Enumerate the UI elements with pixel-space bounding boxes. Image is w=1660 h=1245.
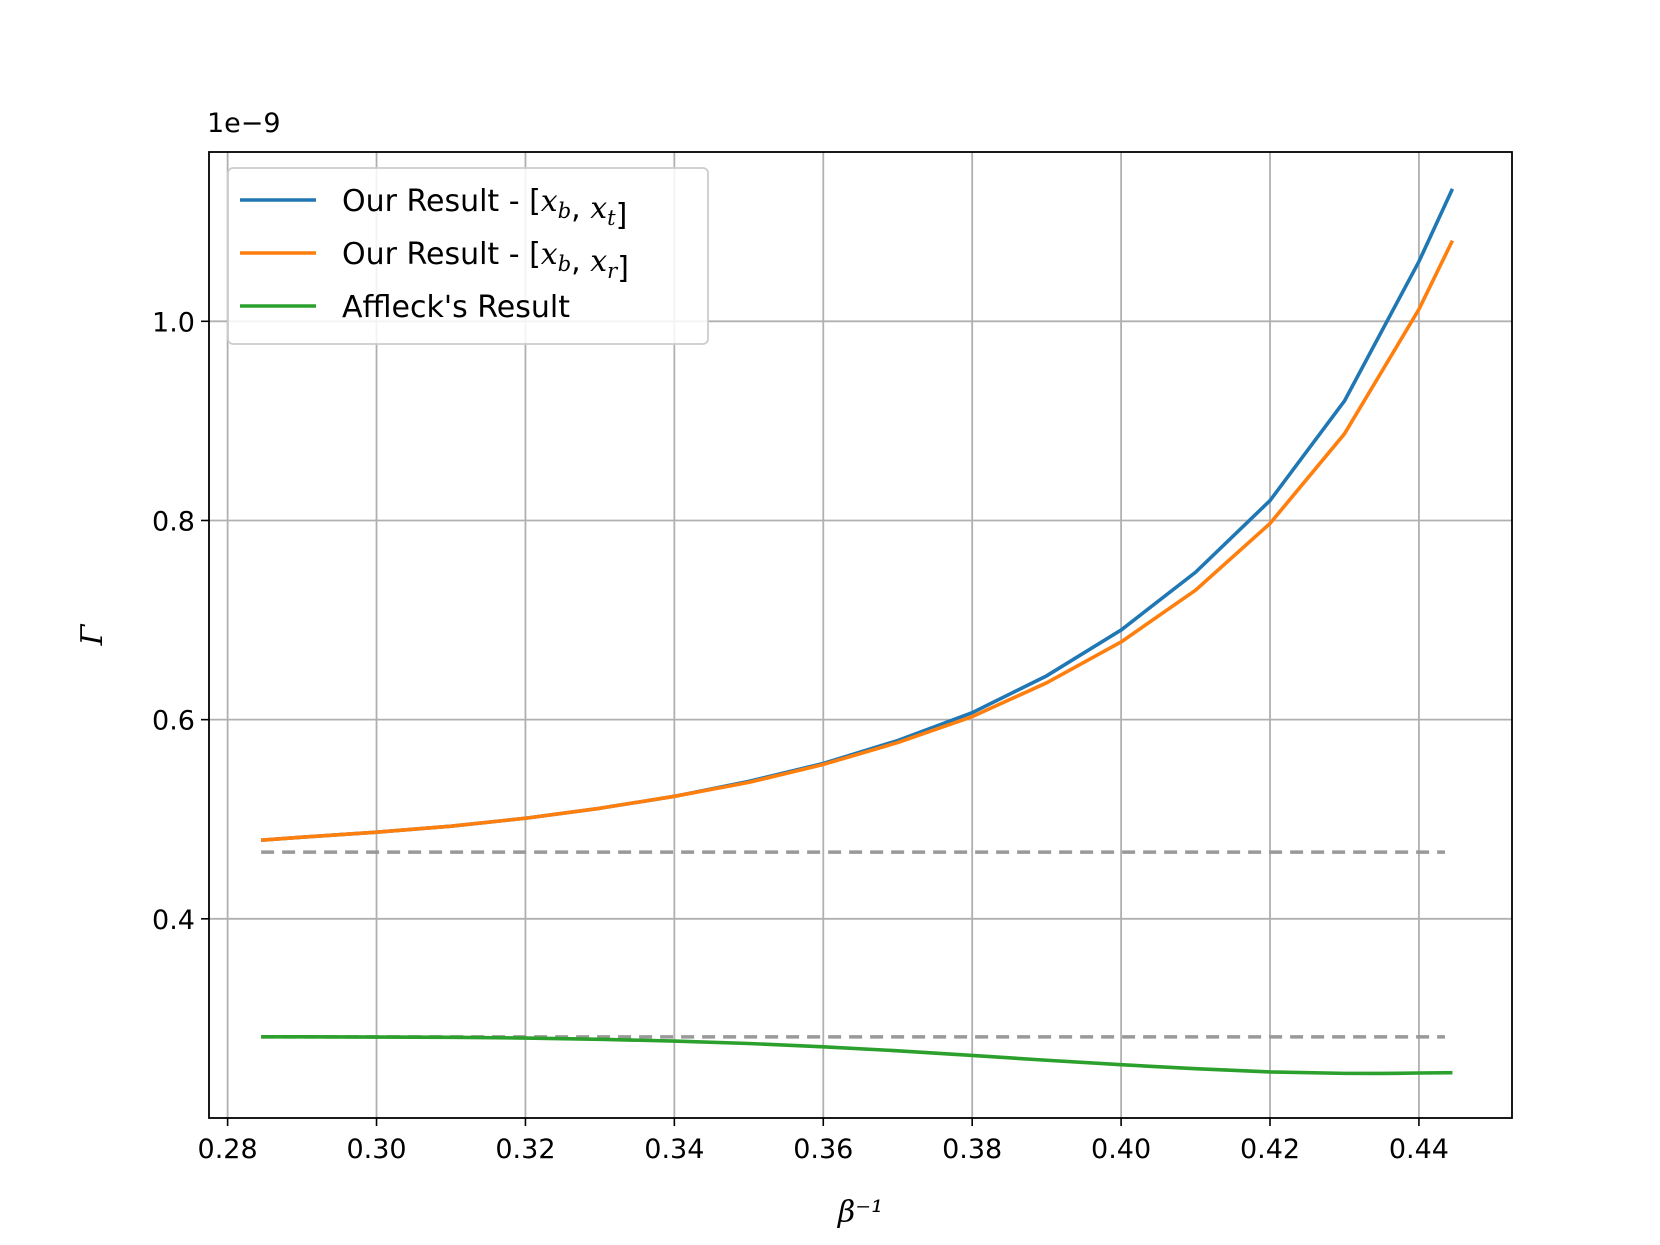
x-tick-label: 0.32 [495, 1134, 555, 1165]
y-tick-label: 0.6 [152, 706, 195, 737]
legend-entry-label: Affleck's Result [342, 290, 570, 325]
y-axis-ticks: 0.4 0.6 0.8 1.0 [152, 307, 209, 936]
x-tick-label: 0.44 [1389, 1134, 1449, 1165]
x-axis-ticks: 0.28 0.30 0.32 0.34 0.36 0.38 0.40 0.42 0.44 [198, 1118, 1449, 1165]
x-tick-label: 0.28 [198, 1134, 258, 1165]
legend-entry-label: Our Result - [xb, xr] [342, 237, 629, 286]
x-tick-label: 0.30 [346, 1134, 406, 1165]
x-tick-label: 0.36 [793, 1134, 853, 1165]
y-tick-label: 0.4 [152, 905, 195, 936]
y-tick-label: 0.8 [152, 506, 195, 537]
legend: Our Result - [xb, xt]Our Result - [xb, x… [227, 167, 709, 345]
x-tick-label: 0.42 [1240, 1134, 1300, 1165]
plot-frame [208, 151, 1513, 1119]
y-offset-text: 1e−9 [207, 108, 281, 139]
legend-box [227, 167, 709, 345]
series-line-2 [260, 239, 1455, 842]
x-tick-label: 0.40 [1091, 1134, 1151, 1165]
x-tick-label: 0.34 [644, 1134, 704, 1165]
legend-entry-label: Our Result - [xb, xt] [342, 184, 627, 233]
y-tick-label: 1.0 [152, 307, 195, 338]
series-layer [260, 188, 1455, 1076]
x-tick-label: 0.38 [942, 1134, 1002, 1165]
series-line-3 [261, 1035, 1453, 1076]
x-axis-label: β⁻¹ [837, 1195, 883, 1230]
y-axis-label: Γ [75, 623, 110, 646]
